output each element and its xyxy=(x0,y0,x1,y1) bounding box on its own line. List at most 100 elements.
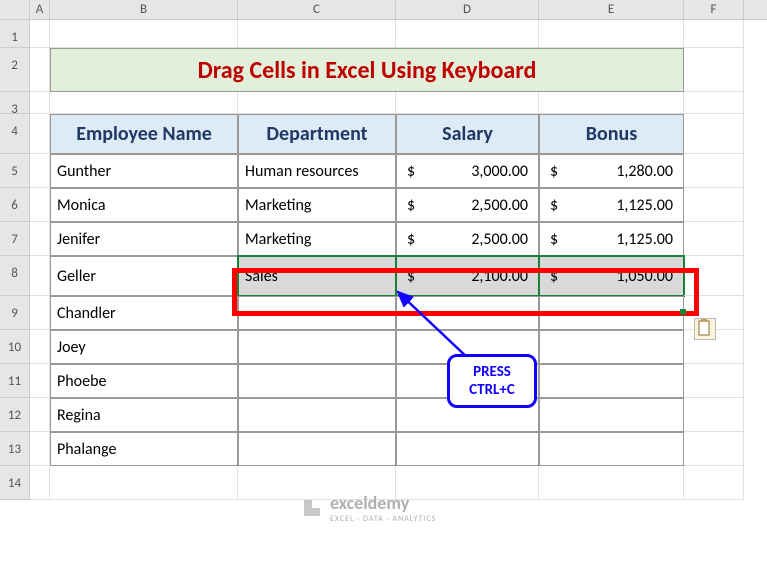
cell-f13[interactable] xyxy=(684,432,744,466)
cell-f7[interactable] xyxy=(684,222,744,256)
watermark-brand: exceldemy xyxy=(330,492,436,514)
cell-a5[interactable] xyxy=(30,154,50,188)
cell-a1[interactable] xyxy=(30,20,50,48)
select-all-corner[interactable] xyxy=(0,0,30,20)
cell-f5[interactable] xyxy=(684,154,744,188)
cell-salary-6[interactable]: $2,500.00 xyxy=(396,188,539,222)
cell-bonus-6[interactable]: $1,125.00 xyxy=(539,188,684,222)
row-header-9[interactable]: 9 xyxy=(0,296,30,330)
cell-bonus-8[interactable]: $1,050.00 xyxy=(539,256,684,296)
cell-dept-10[interactable] xyxy=(238,330,396,364)
cell-dept-12[interactable] xyxy=(238,398,396,432)
cell-f4[interactable] xyxy=(684,114,744,154)
cell-e1[interactable] xyxy=(539,20,684,48)
row-header-1[interactable]: 1 xyxy=(0,20,30,48)
header-employee[interactable]: Employee Name xyxy=(50,114,238,154)
cell-bonus-10[interactable] xyxy=(539,330,684,364)
cell-name-6[interactable]: Monica xyxy=(50,188,238,222)
cell-a10[interactable] xyxy=(30,330,50,364)
cell-a9[interactable] xyxy=(30,296,50,330)
callout-box: PRESS CTRL+C xyxy=(447,354,537,408)
cell-name-9[interactable]: Chandler xyxy=(50,296,238,330)
cell-bonus-9[interactable] xyxy=(539,296,684,330)
row-header-11[interactable]: 11 xyxy=(0,364,30,398)
cell-dept-11[interactable] xyxy=(238,364,396,398)
cell-a4[interactable] xyxy=(30,114,50,154)
cell-a14[interactable] xyxy=(30,466,50,500)
cell-f11[interactable] xyxy=(684,364,744,398)
cell-dept-8[interactable]: Sales xyxy=(238,256,396,296)
cell-f14[interactable] xyxy=(684,466,744,500)
row-header-4[interactable]: 4 xyxy=(0,114,30,154)
cell-dept-9[interactable] xyxy=(238,296,396,330)
cell-e14[interactable] xyxy=(539,466,684,500)
cell-bonus-7[interactable]: $1,125.00 xyxy=(539,222,684,256)
cell-f1[interactable] xyxy=(684,20,744,48)
cell-c1[interactable] xyxy=(238,20,396,48)
row-header-14[interactable]: 14 xyxy=(0,466,30,500)
cell-bonus-5[interactable]: $1,280.00 xyxy=(539,154,684,188)
cell-name-12[interactable]: Regina xyxy=(50,398,238,432)
cell-salary-13[interactable] xyxy=(396,432,539,466)
cell-b14[interactable] xyxy=(50,466,238,500)
cell-dept-13[interactable] xyxy=(238,432,396,466)
cell-salary-9[interactable] xyxy=(396,296,539,330)
cell-a13[interactable] xyxy=(30,432,50,466)
cell-c3[interactable] xyxy=(238,92,396,114)
cell-a8[interactable] xyxy=(30,256,50,296)
col-header-a[interactable]: A xyxy=(30,0,50,19)
paste-options-icon[interactable] xyxy=(694,318,716,340)
row-header-3[interactable]: 3 xyxy=(0,92,30,114)
cell-f8[interactable] xyxy=(684,256,744,296)
cell-f6[interactable] xyxy=(684,188,744,222)
title-cell[interactable]: Drag Cells in Excel Using Keyboard xyxy=(50,48,684,92)
cell-f3[interactable] xyxy=(684,92,744,114)
header-department[interactable]: Department xyxy=(238,114,396,154)
cell-f12[interactable] xyxy=(684,398,744,432)
row-header-7[interactable]: 7 xyxy=(0,222,30,256)
col-header-d[interactable]: D xyxy=(396,0,539,19)
cell-dept-5[interactable]: Human resources xyxy=(238,154,396,188)
header-salary[interactable]: Salary xyxy=(396,114,539,154)
cell-a2[interactable] xyxy=(30,48,50,92)
cell-name-7[interactable]: Jenifer xyxy=(50,222,238,256)
col-header-c[interactable]: C xyxy=(238,0,396,19)
cell-bonus-12[interactable] xyxy=(539,398,684,432)
cell-e3[interactable] xyxy=(539,92,684,114)
row-header-6[interactable]: 6 xyxy=(0,188,30,222)
spreadsheet: A B C D E F 1 2 3 4 5 6 7 8 9 10 11 12 1… xyxy=(0,0,767,564)
row-header-8[interactable]: 8 xyxy=(0,256,30,296)
col-header-e[interactable]: E xyxy=(539,0,684,19)
cell-name-13[interactable]: Phalange xyxy=(50,432,238,466)
cell-a12[interactable] xyxy=(30,398,50,432)
col-header-f[interactable]: F xyxy=(684,0,744,19)
row-header-10[interactable]: 10 xyxy=(0,330,30,364)
col-header-b[interactable]: B xyxy=(50,0,238,19)
cell-a7[interactable] xyxy=(30,222,50,256)
cell-salary-5[interactable]: $3,000.00 xyxy=(396,154,539,188)
cell-name-10[interactable]: Joey xyxy=(50,330,238,364)
cell-a11[interactable] xyxy=(30,364,50,398)
cell-b3[interactable] xyxy=(50,92,238,114)
row-header-13[interactable]: 13 xyxy=(0,432,30,466)
row-header-2[interactable]: 2 xyxy=(0,48,30,92)
cell-salary-8[interactable]: $2,100.00 xyxy=(396,256,539,296)
cell-bonus-11[interactable] xyxy=(539,364,684,398)
row-header-5[interactable]: 5 xyxy=(0,154,30,188)
cell-name-5[interactable]: Gunther xyxy=(50,154,238,188)
cell-f2[interactable] xyxy=(684,48,744,92)
cell-a3[interactable] xyxy=(30,92,50,114)
cell-name-11[interactable]: Phoebe xyxy=(50,364,238,398)
cell-salary-7[interactable]: $2,500.00 xyxy=(396,222,539,256)
cell-a6[interactable] xyxy=(30,188,50,222)
row-header-12[interactable]: 12 xyxy=(0,398,30,432)
cell-b1[interactable] xyxy=(50,20,238,48)
header-bonus[interactable]: Bonus xyxy=(539,114,684,154)
cell-d3[interactable] xyxy=(396,92,539,114)
cell-bonus-13[interactable] xyxy=(539,432,684,466)
cell-dept-6[interactable]: Marketing xyxy=(238,188,396,222)
cell-d1[interactable] xyxy=(396,20,539,48)
cell-dept-7[interactable]: Marketing xyxy=(238,222,396,256)
cell-name-8[interactable]: Geller xyxy=(50,256,238,296)
fill-handle[interactable] xyxy=(680,309,686,315)
